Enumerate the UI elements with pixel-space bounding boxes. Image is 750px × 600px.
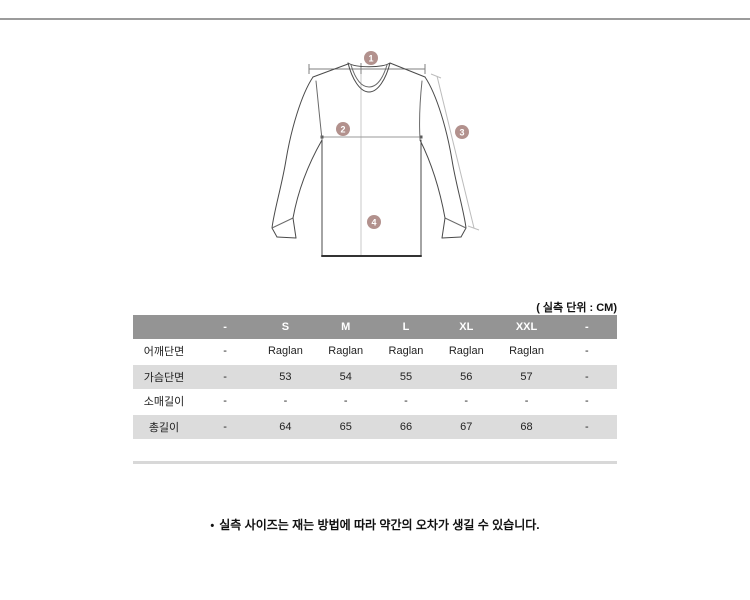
- cell: Raglan: [388, 345, 424, 357]
- table-row-sleeve: 소매길이 - - - - - - -: [133, 389, 617, 414]
- table-row-shoulder: 어깨단면 - Raglan Raglan Raglan Raglan Ragla…: [133, 339, 617, 364]
- column-header-m: M: [341, 321, 351, 333]
- cell: Raglan: [448, 345, 484, 357]
- cell: -: [404, 395, 408, 408]
- measurement-unit-note: ( 실측 단위 : CM): [536, 302, 617, 314]
- table-row-chest: 가슴단면 - 53 54 55 56 57 -: [133, 364, 617, 389]
- column-header-label: [133, 315, 195, 339]
- column-header-l: L: [402, 321, 410, 333]
- marker-4-circle: [367, 215, 381, 229]
- cell: -: [524, 395, 529, 408]
- cell: -: [283, 395, 288, 408]
- cell: -: [223, 345, 227, 357]
- sleeve-measure-line: [430, 73, 480, 231]
- marker-2-circle: [336, 122, 350, 136]
- cell: -: [223, 370, 227, 383]
- cell: 53: [279, 370, 292, 383]
- cell: -: [223, 420, 227, 433]
- cell: 65: [339, 420, 352, 433]
- cell: -: [585, 345, 589, 357]
- cell: -: [464, 395, 469, 408]
- disclaimer-text: 실측 사이즈는 재는 방법에 따라 약간의 오차가 생길 수 있습니다.: [219, 518, 540, 532]
- row-label: 소매길이: [143, 396, 185, 409]
- measure-markers: 1 2 3 4: [336, 51, 469, 229]
- cell: -: [223, 395, 227, 408]
- shirt-measurement-diagram: 1 2 3 4: [271, 51, 480, 257]
- column-header-xxl: XXL: [515, 321, 538, 333]
- column-header-xl: XL: [459, 321, 474, 333]
- marker-3-number: 3: [459, 128, 464, 138]
- size-table-header-row: - S M L XL XXL -: [133, 315, 617, 339]
- cell: Raglan: [328, 345, 364, 357]
- size-chart-table: - S M L XL XXL - 어깨단면 - Raglan Raglan Ra…: [133, 315, 617, 440]
- marker-1-circle: [364, 51, 378, 65]
- cell: 55: [399, 370, 413, 383]
- cell: 54: [339, 370, 352, 383]
- marker-2-number: 2: [340, 125, 345, 135]
- row-label: 총길이: [148, 421, 180, 434]
- cell: -: [343, 395, 348, 408]
- cell: 66: [399, 420, 413, 433]
- cell: Raglan: [509, 345, 544, 357]
- column-header-dash-left: -: [223, 321, 227, 333]
- bullet-icon: •: [210, 520, 215, 532]
- table-bottom-divider: [133, 461, 617, 464]
- cell: 64: [279, 420, 292, 433]
- row-label: 어깨단면: [143, 346, 185, 358]
- table-row-total-length: 총길이 - 64 65 66 67 68 -: [133, 414, 617, 439]
- column-header-s: S: [281, 321, 290, 333]
- top-divider: [0, 18, 750, 20]
- marker-1-number: 1: [368, 54, 373, 64]
- cell: 67: [460, 420, 473, 433]
- cell: 56: [460, 370, 473, 383]
- marker-3-circle: [455, 125, 469, 139]
- marker-4-number: 4: [371, 218, 376, 228]
- cell: -: [585, 395, 589, 408]
- cell: 57: [520, 370, 533, 383]
- disclaimer-note: • 실측 사이즈는 재는 방법에 따라 약간의 오차가 생길 수 있습니다.: [0, 516, 750, 533]
- chest-measure-line: [320, 135, 423, 139]
- column-header-dash-right: -: [585, 321, 589, 333]
- cell: Raglan: [267, 345, 303, 357]
- cell: -: [585, 370, 589, 383]
- cell: 68: [520, 420, 533, 433]
- row-label: 가슴단면: [143, 371, 185, 384]
- cell: -: [585, 420, 589, 433]
- shirt-outline: [271, 62, 467, 257]
